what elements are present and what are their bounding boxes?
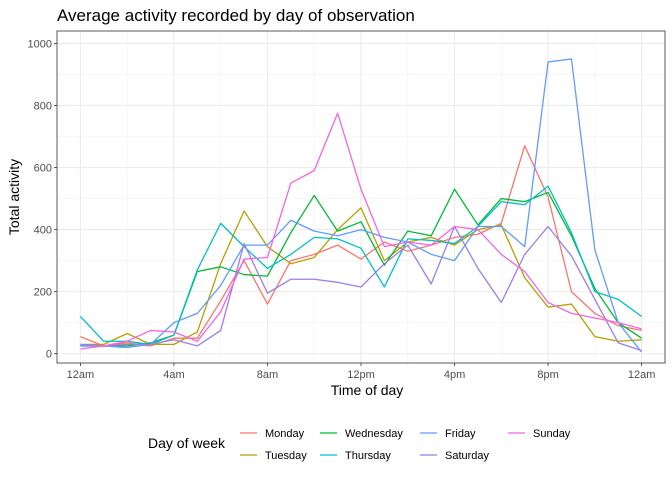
series-line-monday <box>80 145 642 347</box>
series-lines <box>79 58 643 353</box>
legend-label-wednesday: Wednesday <box>345 428 403 440</box>
series-line-saturday <box>80 225 642 352</box>
legend-label-monday: Monday <box>265 428 305 440</box>
series-line-sunday <box>80 112 642 350</box>
legend-label-tuesday: Tuesday <box>265 450 307 462</box>
legend-label-friday: Friday <box>445 428 476 440</box>
y-tick-label: 0 <box>46 349 52 361</box>
x-tick-label: 8pm <box>537 369 558 381</box>
y-tick-label: 1000 <box>28 38 52 50</box>
x-tick-label: 4am <box>163 369 184 381</box>
y-axis: 0 200 400 600 800 1000 <box>28 38 57 361</box>
legend-label-saturday: Saturday <box>445 450 490 462</box>
legend-label-sunday: Sunday <box>533 428 571 440</box>
y-tick-label: 800 <box>34 100 52 112</box>
series-line-thursday <box>79 185 643 346</box>
x-tick-label: 12am <box>67 369 95 381</box>
legend-label-thursday: Thursday <box>345 450 391 462</box>
y-tick-label: 200 <box>34 287 52 299</box>
legend-title: Day of week <box>148 435 226 451</box>
x-axis: 12am 4am 8am 12pm 4pm 8pm 12am <box>67 363 656 381</box>
x-tick-label: 12pm <box>347 369 375 381</box>
series-line-tuesday <box>80 207 642 346</box>
x-axis-title: Time of day <box>331 382 404 398</box>
series-line-friday <box>80 58 643 353</box>
y-axis-title: Total activity <box>6 159 22 235</box>
y-tick-label: 400 <box>34 225 52 237</box>
y-tick-label: 600 <box>34 163 52 175</box>
x-tick-label: 8am <box>257 369 278 381</box>
chart-title: Average activity recorded by day of obse… <box>57 6 415 25</box>
legend: Day of week Monday Tuesday Wednesday Thursd… <box>148 428 571 462</box>
x-tick-label: 4pm <box>444 369 465 381</box>
x-tick-label: 12am <box>628 369 656 381</box>
plot-panel <box>56 30 666 364</box>
